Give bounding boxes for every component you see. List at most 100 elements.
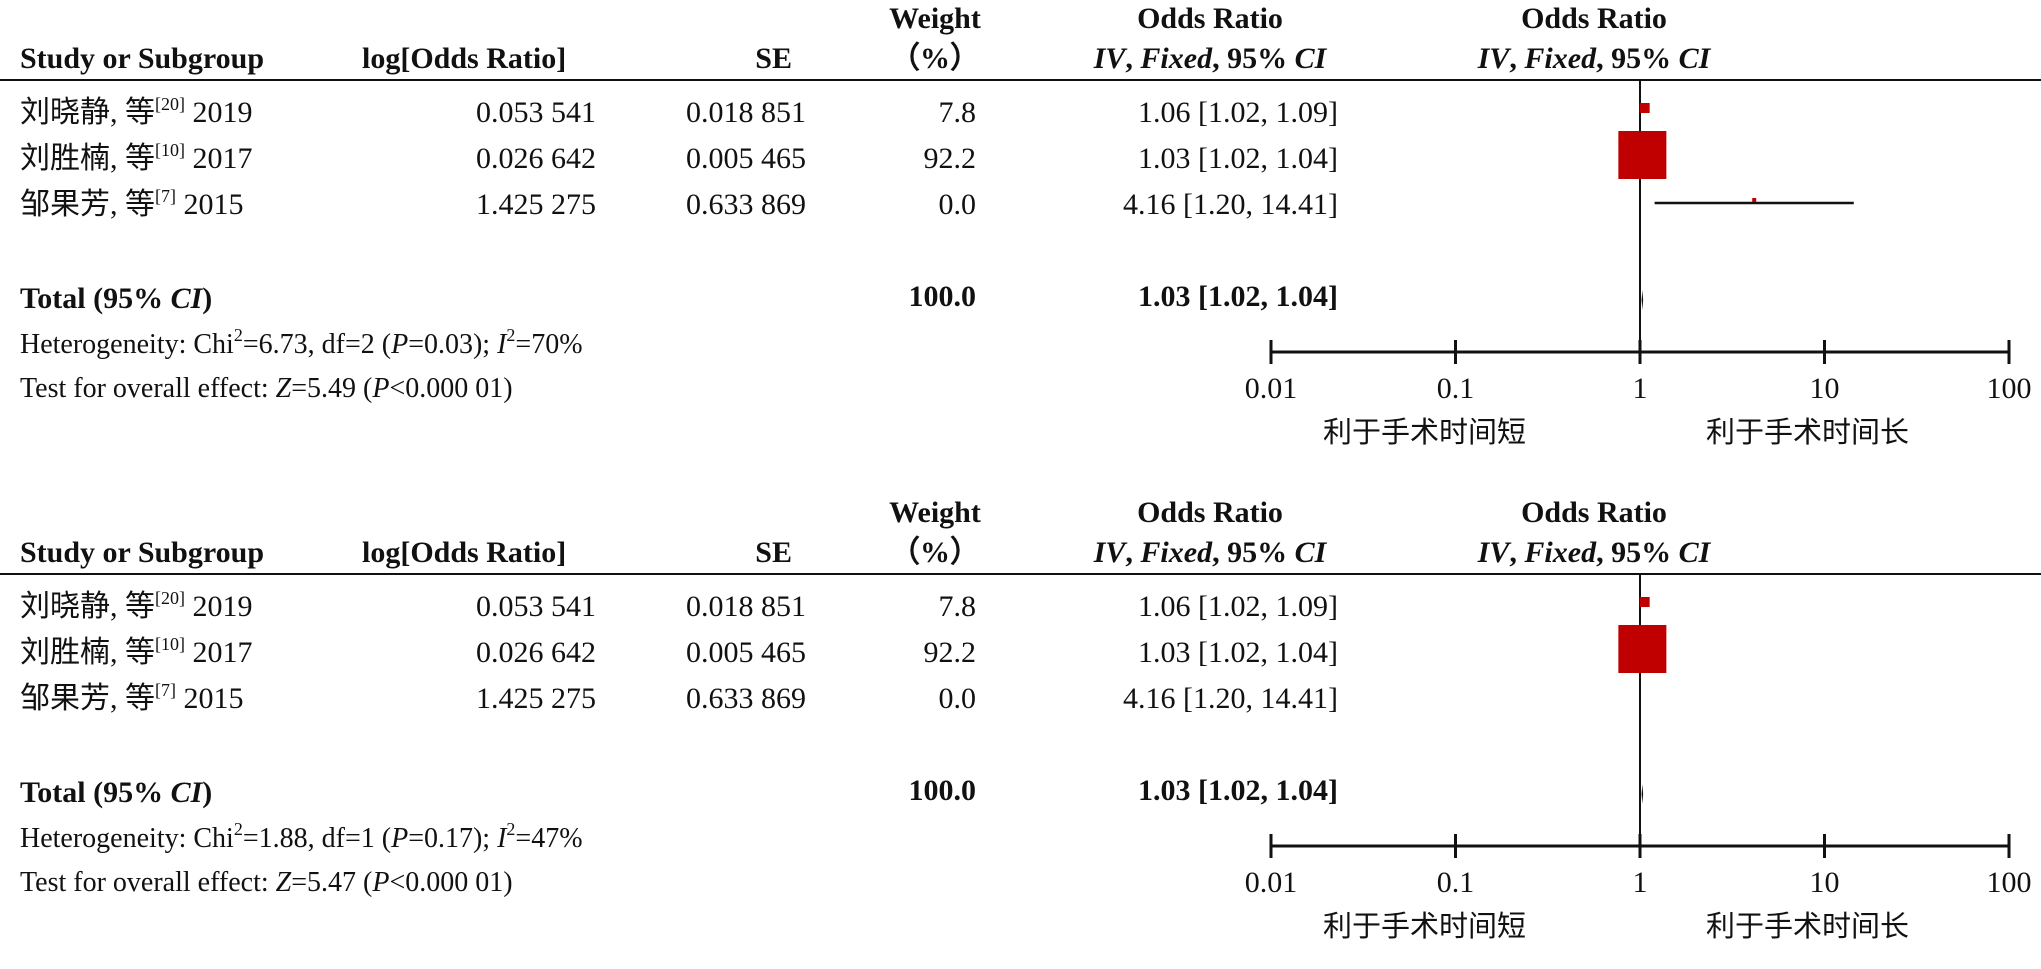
x-tick-label: 10 (1810, 866, 1840, 899)
study-log-or: 1.425 275 (476, 188, 596, 221)
header-or-plot: Odds Ratio (1521, 2, 1667, 35)
header-or-text: Odds Ratio (1137, 496, 1283, 529)
study-ref: [20] (155, 94, 185, 114)
heterogeneity-text: Heterogeneity: Chi2=6.73, df=2 (P=0.03);… (20, 325, 583, 360)
x-tick-label: 1 (1633, 372, 1648, 405)
favours-left-label: 利于手术时间短 (1323, 415, 1527, 449)
label-part: , 95% (1212, 42, 1295, 75)
label-part: , 95% (1212, 536, 1295, 569)
forest-panel-2: Study or Subgroup log[Odds Ratio] SE Weight… (0, 494, 2041, 969)
study-ref: [7] (155, 680, 176, 700)
label-part: ) (202, 776, 213, 809)
study-name: 刘胜楠, 等[10] 2017 (20, 634, 253, 669)
header-or-text-method: IV, Fixed, 95% CI (1040, 536, 1380, 570)
total-diamond (1641, 784, 1644, 804)
study-weight: 92.2 (923, 142, 977, 175)
header-or-text: Odds Ratio (1137, 2, 1283, 35)
label-part: , (1125, 536, 1141, 569)
label-part: , 95% (1596, 536, 1679, 569)
label-part: CI (170, 776, 203, 809)
label-part: CI (1678, 42, 1711, 75)
study-log-or: 0.026 642 (476, 142, 596, 175)
label-part: Fixed (1140, 536, 1213, 569)
study-ref: [10] (155, 634, 185, 654)
label-part: CI (1294, 42, 1327, 75)
study-name: 邹果芳, 等[7] 2015 (20, 186, 244, 221)
header-or-plot-method: IV, Fixed, 95% CI (1424, 536, 1764, 570)
x-tick-label: 1 (1633, 866, 1648, 899)
favours-left-label: 利于手术时间短 (1323, 909, 1527, 943)
overall-effect-text: Test for overall effect: Z=5.49 (P<0.000… (20, 373, 513, 404)
study-se: 0.018 851 (686, 96, 806, 129)
x-tick-label: 0.01 (1245, 372, 1298, 405)
study-ref: [20] (155, 588, 185, 608)
study-ref: [10] (155, 140, 185, 160)
study-log-or: 1.425 275 (476, 682, 596, 715)
study-log-or: 0.053 541 (476, 590, 596, 623)
study-name: 刘晓静, 等[20] 2019 (20, 588, 253, 623)
header-or-plot: Odds Ratio (1521, 496, 1667, 529)
total-label: Total (95% CI) (20, 776, 212, 810)
study-ref: [7] (155, 186, 176, 206)
header-weight: Weight (889, 496, 981, 529)
x-tick-label: 0.1 (1437, 866, 1475, 899)
forest-panel-1: Study or Subgroup log[Odds Ratio] SE Weight… (0, 0, 2041, 475)
study-se: 0.005 465 (686, 636, 806, 669)
total-ci: 1.03 [1.02, 1.04] (1138, 280, 1338, 313)
study-log-or: 0.026 642 (476, 636, 596, 669)
study-name: 邹果芳, 等[7] 2015 (20, 680, 244, 715)
study-ci: 4.16 [1.20, 14.41] (1123, 682, 1338, 715)
label-part: IV (1093, 536, 1126, 569)
x-tick-label: 100 (1987, 866, 2032, 899)
header-or-text-method: IV, Fixed, 95% CI (1040, 42, 1380, 76)
header-rule (0, 79, 2041, 81)
total-weight: 100.0 (908, 774, 977, 807)
total-label: Total (95% CI) (20, 282, 212, 316)
header-se: SE (755, 536, 792, 569)
label-part: , (1125, 42, 1141, 75)
heterogeneity-text: Heterogeneity: Chi2=1.88, df=1 (P=0.17);… (20, 819, 583, 854)
header-weight-unit: （%） (890, 42, 980, 75)
header-weight: Weight (889, 2, 981, 35)
label-part: IV (1093, 42, 1126, 75)
study-marker (1752, 198, 1757, 202)
study-se: 0.018 851 (686, 590, 806, 623)
header-se: SE (755, 42, 792, 75)
header-log-or: log[Odds Ratio] (362, 42, 567, 75)
study-weight: 0.0 (938, 188, 977, 221)
header-or-plot-method: IV, Fixed, 95% CI (1424, 42, 1764, 76)
total-weight: 100.0 (908, 280, 977, 313)
label-part: IV (1477, 42, 1510, 75)
label-part: , 95% (1596, 42, 1679, 75)
favours-right-label: 利于手术时间长 (1706, 415, 1910, 449)
header-rule (0, 573, 2041, 575)
study-name: 刘晓静, 等[20] 2019 (20, 94, 253, 129)
study-marker (1639, 103, 1650, 113)
study-marker (1618, 131, 1667, 179)
study-weight: 0.0 (938, 682, 977, 715)
study-ci: 1.06 [1.02, 1.09] (1138, 96, 1338, 129)
x-tick-label: 0.1 (1437, 372, 1475, 405)
label-part: , (1509, 42, 1525, 75)
study-log-or: 0.053 541 (476, 96, 596, 129)
label-part: , (1509, 536, 1525, 569)
study-se: 0.633 869 (686, 682, 806, 715)
header-log-or: log[Odds Ratio] (362, 536, 567, 569)
favours-right-label: 利于手术时间长 (1706, 909, 1910, 943)
x-tick-label: 10 (1810, 372, 1840, 405)
study-weight: 92.2 (923, 636, 977, 669)
study-se: 0.633 869 (686, 188, 806, 221)
label-part: Fixed (1524, 42, 1597, 75)
forest-plot-svg: 0.01 0.1 1 10 100 (1245, 81, 2032, 405)
study-ci: 1.03 [1.02, 1.04] (1138, 636, 1338, 669)
label-part: Fixed (1524, 536, 1597, 569)
label-part: Total (95% (20, 776, 171, 809)
header-weight-unit: （%） (890, 536, 980, 569)
study-se: 0.005 465 (686, 142, 806, 175)
label-part: CI (170, 282, 203, 315)
study-ci: 4.16 [1.20, 14.41] (1123, 188, 1338, 221)
x-tick-label: 0.01 (1245, 866, 1298, 899)
label-part: Fixed (1140, 42, 1213, 75)
study-weight: 7.8 (938, 590, 977, 623)
x-tick-label: 100 (1987, 372, 2032, 405)
